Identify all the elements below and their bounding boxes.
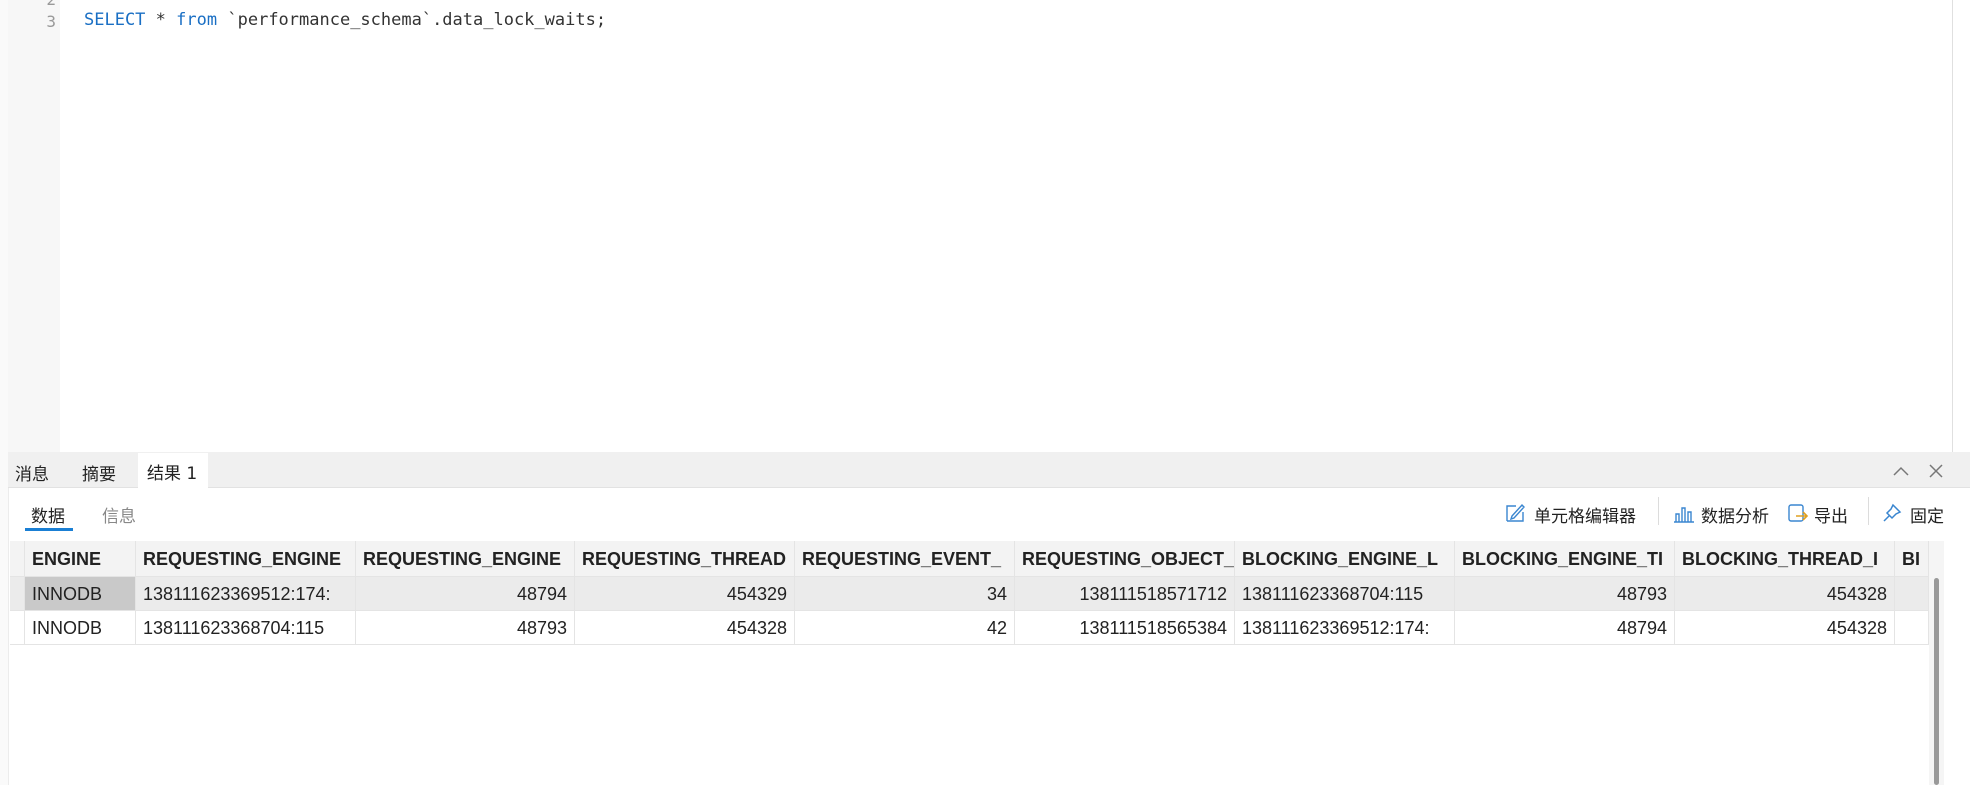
column-header[interactable]: REQUESTING_THREAD xyxy=(575,541,795,577)
row-header-corner xyxy=(10,541,25,577)
row-header xyxy=(10,611,25,645)
cell[interactable]: 48794 xyxy=(356,577,575,611)
sql-code[interactable]: SELECT * from `performance_schema`.data_… xyxy=(84,10,606,30)
column-header[interactable]: REQUESTING_ENGINE xyxy=(356,541,575,577)
pin-icon xyxy=(1883,503,1902,522)
cell[interactable] xyxy=(1895,577,1929,611)
cell[interactable]: 48793 xyxy=(1455,577,1675,611)
column-header[interactable]: REQUESTING_ENGINE xyxy=(136,541,356,577)
export-icon xyxy=(1788,504,1809,522)
toolbar-button[interactable]: 固定 xyxy=(1910,507,1944,527)
cell[interactable]: 454328 xyxy=(575,611,795,645)
tab[interactable]: 摘要 xyxy=(82,465,116,485)
cell[interactable]: INNODB xyxy=(25,577,136,611)
editor-scroll-edge xyxy=(1952,0,1953,452)
cell[interactable]: 48794 xyxy=(1455,611,1675,645)
tab-active[interactable]: 结果 1 xyxy=(147,464,198,484)
toolbar-button[interactable]: 单元格编辑器 xyxy=(1534,507,1636,527)
cell[interactable]: 138111518565384 xyxy=(1015,611,1235,645)
cell[interactable]: 138111623369512:174: xyxy=(136,577,356,611)
row-header xyxy=(10,577,25,611)
keyword: from xyxy=(176,10,218,30)
cell[interactable]: 48793 xyxy=(356,611,575,645)
subtab-underline xyxy=(25,528,73,531)
column-header[interactable]: REQUESTING_EVENT_ xyxy=(795,541,1015,577)
operator: * xyxy=(155,10,166,30)
cell[interactable] xyxy=(1895,611,1929,645)
subtab-active[interactable]: 数据 xyxy=(31,507,65,527)
separator xyxy=(1868,497,1869,525)
column-header[interactable]: BI xyxy=(1895,541,1929,577)
cell[interactable]: 454328 xyxy=(1675,611,1895,645)
active-tab-bg xyxy=(138,453,208,488)
column-header[interactable]: BLOCKING_ENGINE_L xyxy=(1235,541,1455,577)
scrollbar-thumb[interactable] xyxy=(1934,578,1939,785)
line-number: 3 xyxy=(46,12,56,31)
column-header[interactable]: BLOCKING_THREAD_I xyxy=(1675,541,1895,577)
line-number: 2 xyxy=(8,0,56,9)
identifier: `performance_schema`.data_lock_waits; xyxy=(227,10,607,30)
column-header[interactable]: REQUESTING_OBJECT_ xyxy=(1015,541,1235,577)
column-header[interactable]: ENGINE xyxy=(25,541,136,577)
cell[interactable]: INNODB xyxy=(25,611,136,645)
separator xyxy=(1658,497,1659,525)
cell[interactable]: 138111623369512:174: xyxy=(1235,611,1455,645)
edit-icon xyxy=(1506,503,1525,522)
analysis-icon xyxy=(1674,507,1694,523)
cell[interactable]: 138111623368704:115 xyxy=(1235,577,1455,611)
cell[interactable]: 454329 xyxy=(575,577,795,611)
panel-controls[interactable] xyxy=(1892,462,1952,480)
column-header[interactable]: BLOCKING_ENGINE_TI xyxy=(1455,541,1675,577)
cell[interactable]: 138111623368704:115 xyxy=(136,611,356,645)
cell[interactable]: 42 xyxy=(795,611,1015,645)
cell[interactable]: 454328 xyxy=(1675,577,1895,611)
line-gutter xyxy=(8,0,60,452)
tab-bar xyxy=(8,452,1970,488)
cell[interactable]: 34 xyxy=(795,577,1015,611)
keyword: SELECT xyxy=(84,10,146,30)
cell[interactable]: 138111518571712 xyxy=(1015,577,1235,611)
toolbar-button[interactable]: 导出 xyxy=(1814,507,1848,527)
subtab[interactable]: 信息 xyxy=(102,507,136,527)
toolbar-button[interactable]: 数据分析 xyxy=(1701,507,1769,527)
tab[interactable]: 消息 xyxy=(15,465,49,485)
